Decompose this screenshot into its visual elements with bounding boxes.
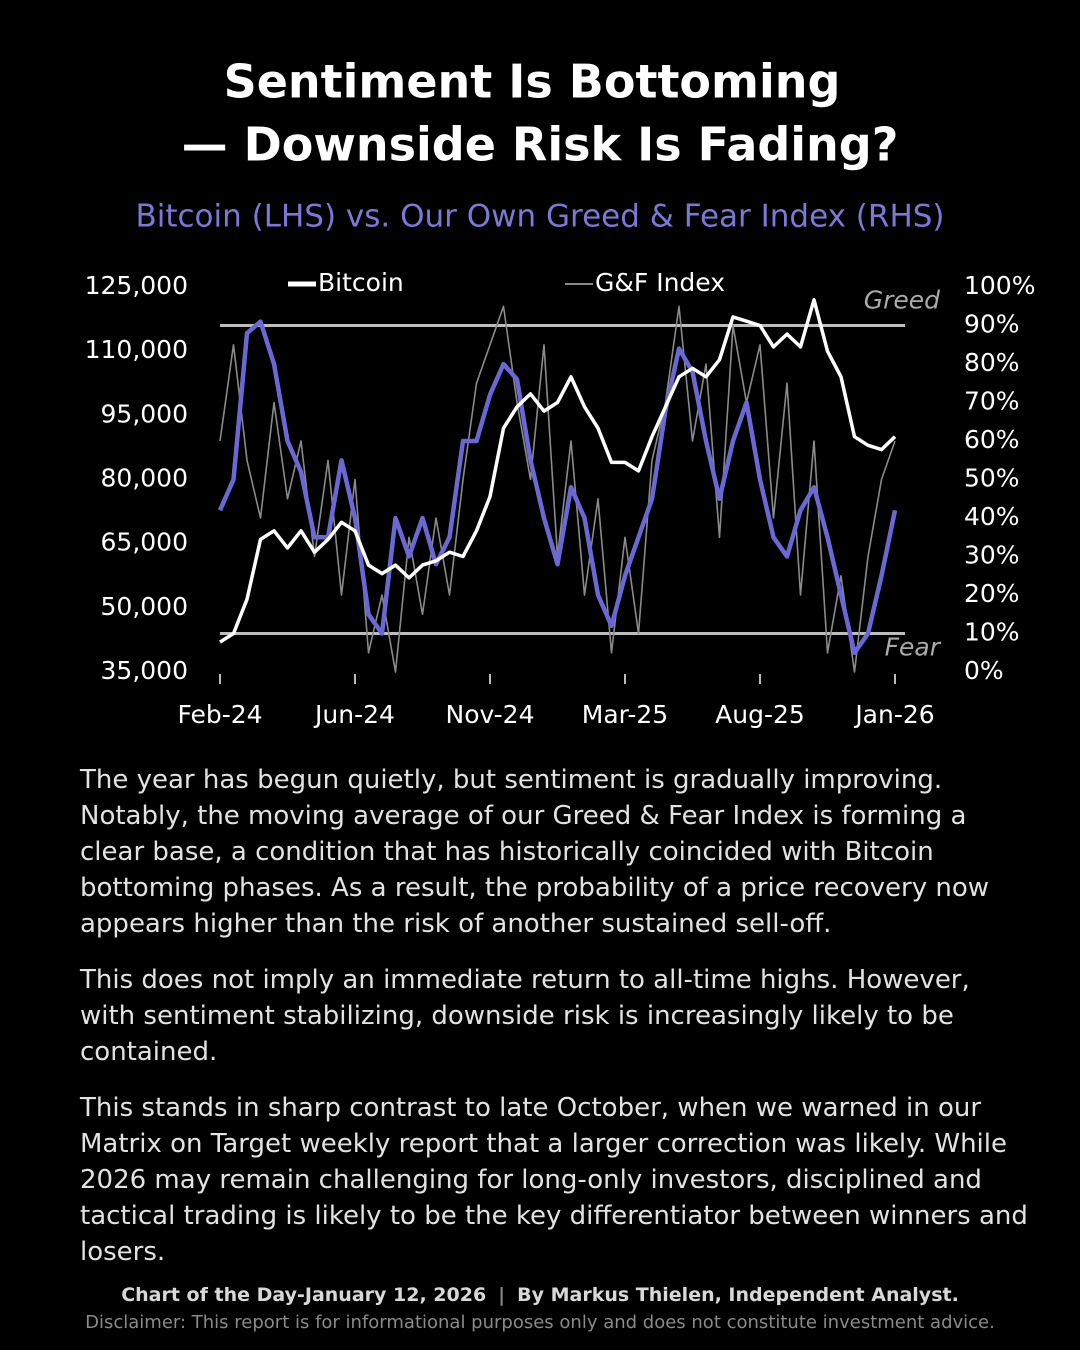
y2-tick-label: 40% <box>964 502 1020 531</box>
title-line: Sentiment Is Bottoming <box>224 55 841 109</box>
x-tick-label: Jan-26 <box>853 700 934 729</box>
reference-label: Greed <box>864 286 940 315</box>
title-line: — Downside Risk Is Fading? <box>182 118 899 172</box>
y2-tick-label: 90% <box>964 310 1020 339</box>
series-line <box>217 319 898 656</box>
author: By Markus Thielen, Independent Analyst. <box>517 1284 959 1306</box>
x-tick-label: Mar-25 <box>582 700 668 729</box>
chart: Sentiment Is Bottoming — Downside Risk I… <box>85 55 1036 730</box>
y2-tick-label: 80% <box>964 348 1020 377</box>
y-tick-label: 65,000 <box>101 528 188 557</box>
footer: Chart of the Day-January 12, 2026 | By Mar… <box>0 1284 1080 1333</box>
y2-tick-label: 100% <box>964 271 1035 300</box>
reference-label: Fear <box>885 633 942 662</box>
legend-label: G&F Index <box>595 268 725 297</box>
y2-tick-label: 20% <box>964 579 1020 608</box>
x-tick-label: Nov-24 <box>446 700 535 729</box>
y2-tick-label: 50% <box>964 464 1020 493</box>
credit-line: Chart of the Day-January 12, 2026 | By Mar… <box>0 1284 1080 1306</box>
y-tick-label: 95,000 <box>101 399 188 428</box>
paragraph: This stands in sharp contrast to late Oc… <box>80 1093 1028 1267</box>
paragraph: This does not imply an immediate return … <box>80 965 970 1067</box>
legend-label: Bitcoin <box>318 268 404 297</box>
body-text: The year has begun quietly, but sentimen… <box>80 762 1030 1290</box>
y-tick-label: 35,000 <box>101 656 188 685</box>
y-tick-label: 80,000 <box>101 464 188 493</box>
disclaimer: Disclaimer: This report is for informati… <box>85 1312 995 1333</box>
y2-tick-label: 70% <box>964 387 1020 416</box>
y2-tick-label: 60% <box>964 425 1020 454</box>
y2-tick-label: 10% <box>964 618 1020 647</box>
paragraph: The year has begun quietly, but sentimen… <box>80 765 990 939</box>
credit: Chart of the Day-January 12, 2026 <box>121 1284 487 1306</box>
y-tick-label: 110,000 <box>85 335 188 364</box>
separator: | <box>498 1284 506 1306</box>
series-line <box>219 305 896 673</box>
x-tick-label: Jun-24 <box>313 700 395 729</box>
y-tick-label: 125,000 <box>85 271 188 300</box>
y2-tick-label: 0% <box>964 656 1004 685</box>
chart-subtitle: Bitcoin (LHS) vs. Our Own Greed & Fear I… <box>135 199 944 235</box>
x-tick-label: Feb-24 <box>177 700 262 729</box>
y-tick-label: 50,000 <box>101 592 188 621</box>
y2-tick-label: 30% <box>964 541 1020 570</box>
x-tick-label: Aug-25 <box>715 700 805 729</box>
series-line <box>219 298 897 644</box>
